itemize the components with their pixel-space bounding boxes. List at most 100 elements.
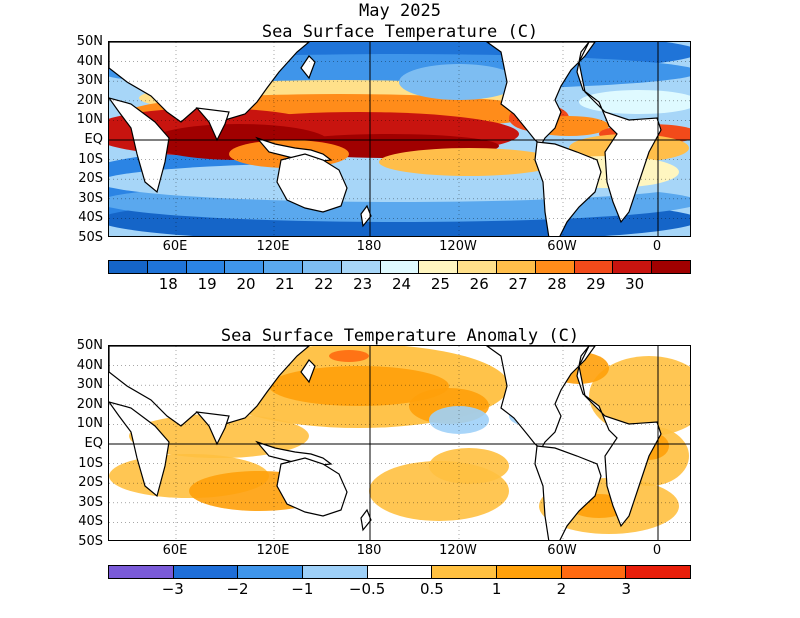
land-japan [300, 359, 316, 384]
colorbar-label: 19 [197, 275, 217, 293]
grid-lines [109, 42, 690, 236]
land-japan [300, 55, 316, 80]
land-americas-south [534, 445, 602, 540]
latitude-label: 10S [78, 455, 103, 471]
latitude-label: 40S [78, 514, 103, 530]
longitude-label: 0 [652, 543, 662, 558]
land-americas-north [485, 42, 596, 146]
longitude-label: 120E [256, 239, 290, 254]
land-india [195, 411, 230, 446]
colorbar-label: 3 [621, 580, 631, 598]
longitude-label: 180 [356, 239, 382, 254]
anomaly-panel-title: Sea Surface Temperature Anomaly (C) [220, 326, 580, 346]
latitude-label: 30S [78, 190, 103, 206]
latitude-label: 20N [76, 396, 103, 412]
colorbar-label: 30 [625, 275, 645, 293]
colorbar-label: 22 [314, 275, 334, 293]
latitude-label: 30S [78, 494, 103, 510]
colorbar-swatch [496, 261, 536, 273]
latitude-label: 50S [78, 230, 103, 245]
latitude-label: 40N [76, 53, 103, 69]
sst-map [108, 41, 691, 237]
land-australia [276, 457, 348, 517]
longitude-label: 120W [439, 239, 477, 254]
longitude-label: 60E [162, 543, 188, 558]
colorbar-swatch [341, 261, 381, 273]
latitude-label: 30N [76, 377, 103, 393]
latitude-label: 30N [76, 73, 103, 89]
longitude-label: 60W [547, 543, 577, 558]
land-new-zealand [360, 204, 372, 228]
colorbar-swatch [458, 261, 497, 273]
colorbar-swatch [626, 566, 691, 578]
colorbar-label: −2 [226, 580, 249, 598]
colorbar-label: 21 [275, 275, 295, 293]
longitude-label: 120E [256, 543, 290, 558]
colorbar-label: 1 [491, 580, 502, 598]
longitude-label: 180 [356, 543, 382, 558]
latitude-label: 40S [78, 210, 103, 226]
colorbar-swatch [264, 261, 303, 273]
anomaly-map-svg [109, 346, 690, 540]
colorbar-label: 25 [430, 275, 450, 293]
colorbar-label: 2 [556, 580, 567, 598]
colorbar-swatch [419, 261, 459, 273]
colorbar-label: 24 [391, 275, 412, 293]
land-new-zealand [360, 508, 372, 532]
colorbar-swatch [238, 566, 304, 578]
colorbar-label: 28 [547, 275, 567, 293]
colorbar-label: 29 [586, 275, 606, 293]
latitude-label: 20S [78, 475, 103, 491]
colorbar-label: −0.5 [348, 580, 386, 598]
colorbar-swatch [652, 261, 690, 273]
grid-lines [109, 346, 690, 540]
colorbar-swatch [186, 261, 226, 273]
land-americas-south [534, 141, 602, 236]
latitude-label: 40N [76, 357, 103, 373]
colorbar-swatch [367, 566, 433, 578]
latitude-label: 10N [76, 416, 103, 432]
colorbar-label: −1 [291, 580, 314, 598]
land-masses [109, 42, 662, 236]
longitude-label: 60E [162, 239, 188, 254]
latitude-label: EQ [84, 132, 103, 147]
land-masses [109, 346, 662, 540]
latitude-label: 50N [76, 338, 103, 353]
colorbar-swatch [173, 566, 239, 578]
colorbar-swatch [225, 261, 265, 273]
sst-panel-title: Sea Surface Temperature (C) [261, 22, 539, 42]
latitude-label: EQ [84, 436, 103, 451]
land-americas-north [485, 346, 596, 450]
colorbar-swatch [561, 566, 627, 578]
longitude-label: 60W [547, 239, 577, 254]
land-australia [276, 153, 348, 213]
colorbar-label: 0.5 [419, 580, 444, 598]
colorbar-swatch [535, 261, 575, 273]
land-africa-east [109, 401, 170, 498]
latitude-label: 10S [78, 151, 103, 167]
map-date-title: May 2025 [359, 1, 441, 21]
latitude-label: 50N [76, 34, 103, 49]
anomaly-map [108, 345, 691, 541]
colorbar-swatch [303, 566, 368, 578]
land-india [195, 107, 230, 142]
sst-map-svg [109, 42, 690, 236]
land-africa [576, 346, 662, 528]
colorbar-label: 23 [353, 275, 373, 293]
colorbar-swatch [574, 261, 614, 273]
colorbar-label: 18 [158, 275, 178, 293]
longitude-label: 0 [652, 239, 662, 254]
colorbar-swatch [613, 261, 653, 273]
colorbar-swatch [109, 566, 174, 578]
colorbar-label: 20 [236, 275, 256, 293]
colorbar-swatch [147, 261, 187, 273]
land-africa-east [109, 97, 170, 194]
colorbar-swatch [432, 566, 498, 578]
latitude-label: 20N [76, 92, 103, 108]
latitude-label: 10N [76, 112, 103, 128]
longitude-label: 120W [439, 543, 477, 558]
colorbar-swatch [302, 261, 342, 273]
colorbar-label: 26 [469, 275, 489, 293]
colorbar-label: −3 [161, 580, 184, 598]
latitude-label: 50S [78, 534, 103, 549]
